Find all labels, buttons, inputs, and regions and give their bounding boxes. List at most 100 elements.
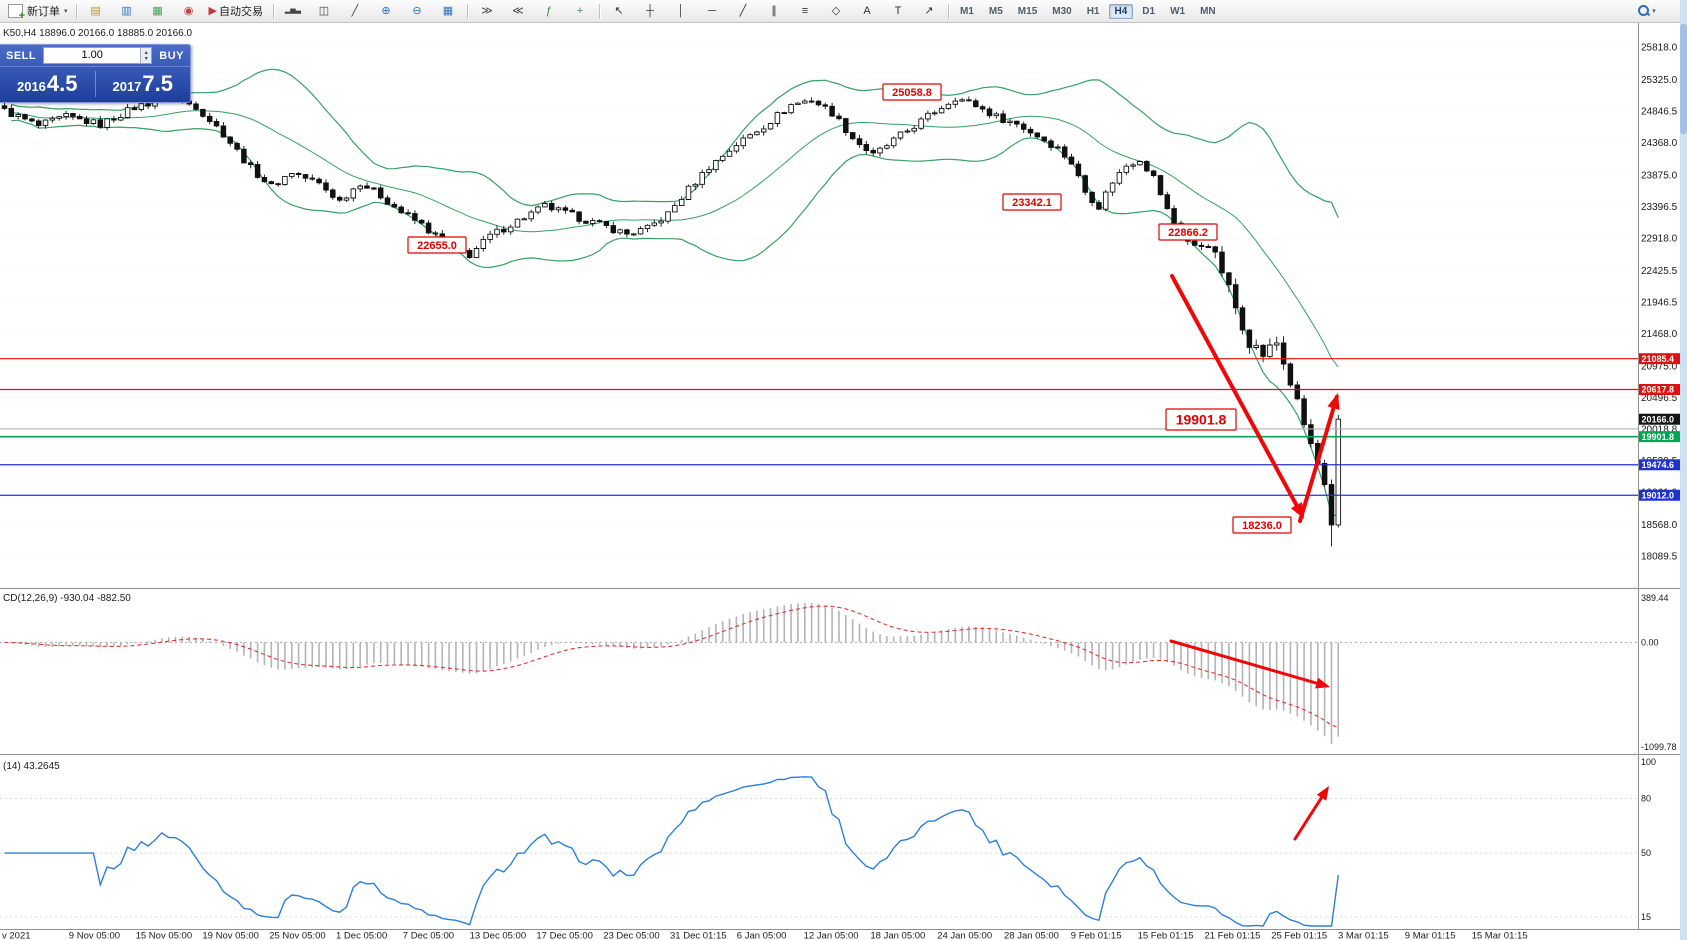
bar-chart-icon: ▂▅▃ [284,7,302,14]
candlestick-chart-icon: ◫ [318,5,330,17]
text-button[interactable]: A [852,1,882,21]
time-axis-label: 23 Dec 05:00 [603,931,660,940]
equidistant-channel-button[interactable]: ∥ [759,1,789,21]
time-axis-label: 12 Jan 05:00 [804,931,859,940]
data-window-button[interactable]: ▦ [143,1,173,21]
bar-chart-button[interactable]: ▂▅▃ [278,1,308,21]
price-annotation[interactable]: 25058.8 [882,83,942,101]
price-axis-badge: 21085.4 [1639,353,1680,365]
stepper-down-icon[interactable]: ▾ [144,55,148,62]
arrows-icon: ↗ [924,5,934,17]
candles [1,94,1342,547]
buy-button[interactable]: BUY [159,49,184,62]
time-axis-label: 9 Nov 05:00 [69,931,120,940]
price-axis-badge: 19012.0 [1639,489,1680,501]
navigator-icon: ◉ [183,5,194,17]
navigator-button[interactable]: ◉ [174,1,204,21]
add-indicator-button[interactable]: + [565,1,595,21]
chevron-down-icon: ▾ [1652,8,1656,15]
tile-windows-button[interactable]: ▦ [433,1,463,21]
volume-input[interactable]: 1.00 ▴ ▾ [43,47,153,64]
macd-axis-label: 389.44 [1641,593,1669,603]
tile-windows-icon: ▦ [442,5,454,17]
data-window-icon: ▦ [152,5,163,17]
line-chart-button[interactable]: ╱ [340,1,370,21]
auto-trading-button[interactable]: ▶ 自动交易 [205,1,269,21]
shapes-button[interactable]: ◇ [821,1,851,21]
text-label-icon: T [894,5,902,17]
trend-arrow[interactable] [1169,639,1328,688]
equidistant-channel-icon: ∥ [771,5,777,17]
timeframe-d1[interactable]: D1 [1142,5,1156,17]
zoom-out-button[interactable]: ⊖ [402,1,432,21]
price-axis-label: 20496.5 [1641,393,1678,404]
vertical-line-button[interactable]: │ [666,1,696,21]
timeframe-h1[interactable]: H1 [1086,5,1100,17]
price-annotation[interactable]: 22866.2 [1158,223,1218,241]
time-axis-label: 24 Jan 05:00 [937,931,992,940]
arrows-button[interactable]: ↗ [914,1,944,21]
auto-scroll-icon: ≫ [481,5,493,17]
toolbar-separator [466,3,468,19]
market-watch-button[interactable]: ▥ [112,1,142,21]
price-annotation[interactable]: 18236.0 [1232,516,1292,534]
buy-price[interactable]: 2017 7.5 [96,71,191,97]
timeframe-w1[interactable]: W1 [1170,5,1186,17]
trendline-button[interactable]: ╱ [728,1,758,21]
timeframe-h4[interactable]: H4 [1108,3,1134,19]
trend-arrow[interactable] [1298,394,1339,523]
time-axis[interactable]: v 2021 9 Nov 05:00 15 Nov 05:00 19 Nov 05:0… [2,931,1528,940]
timeframe-m1[interactable]: M1 [959,5,974,17]
fibonacci-button[interactable]: ≡ [790,1,820,21]
timeframe-m15[interactable]: M15 [1017,5,1038,17]
price-annotation[interactable]: 22655.0 [407,236,467,254]
auto-scroll-button[interactable]: ≫ [472,1,502,21]
price-annotations[interactable]: 25058.8 23342.1 22866.2 22655.0 19901.8 18236… [407,83,1292,534]
svg-text:19474.6: 19474.6 [1642,460,1675,470]
indicators-button[interactable]: ƒ [534,1,564,21]
vertical-scrollbar[interactable] [1680,0,1687,940]
price-axis-badge: 20617.8 [1639,383,1680,395]
time-axis-label: 25 Feb 01:15 [1271,931,1327,940]
candlestick-chart-button[interactable]: ◫ [309,1,339,21]
stepper-up-icon[interactable]: ▴ [144,49,148,56]
new-order-button[interactable]: + 新订单 ▾ [4,1,72,22]
time-axis-label: v 2021 [2,931,31,940]
rsi-panel[interactable]: 100 80 50 15 [0,757,1656,927]
price-axis-label: 22425.5 [1641,266,1678,277]
toolbar-separator [947,3,949,19]
price-axis-label: 22918.0 [1641,233,1678,244]
price-annotation[interactable]: 19901.8 [1165,408,1237,431]
trend-arrows[interactable] [1169,274,1340,841]
horizontal-level-lines[interactable] [0,358,1638,496]
price-annotation[interactable]: 23342.1 [1002,193,1062,211]
price-axis[interactable]: 25818.0 25325.0 24846.5 24368.0 23875.0 23396… [1639,43,1680,563]
chart-ohlc-title: K50,H4 18896.0 20166.0 18885.0 20166.0 [3,28,192,39]
timeframe-m5[interactable]: M5 [988,5,1003,17]
sell-button[interactable]: SELL [6,49,37,62]
svg-text:22866.2: 22866.2 [1168,227,1208,239]
chart-shift-button[interactable]: ≪ [503,1,533,21]
horizontal-line-button[interactable]: ─ [697,1,727,21]
cursor-button[interactable]: ↖ [604,1,634,21]
trend-arrow[interactable] [1170,274,1305,518]
time-axis-label: 13 Dec 05:00 [470,931,527,940]
profiles-button[interactable]: ▤ [81,1,111,21]
timeframe-mn[interactable]: MN [1200,5,1216,17]
text-label-button[interactable]: T [883,1,913,21]
macd-panel[interactable]: 389.44 0.00 -1099.78 [0,593,1677,752]
svg-text:19012.0: 19012.0 [1642,490,1675,500]
add-indicator-icon: + [576,5,584,17]
svg-text:23342.1: 23342.1 [1012,197,1052,209]
zoom-in-icon: ⊕ [381,5,391,17]
time-axis-label: 7 Dec 05:00 [403,931,454,940]
sell-price[interactable]: 2016 4.5 [0,71,95,97]
timeframe-m30[interactable]: M30 [1052,5,1072,17]
scrollbar-thumb[interactable] [1680,24,1687,134]
search-button[interactable]: ▾ [1632,1,1662,21]
volume-stepper[interactable]: ▴ ▾ [140,48,152,63]
zoom-in-button[interactable]: ⊕ [371,1,401,21]
price-axis-label: 24368.0 [1641,138,1678,149]
crosshair-button[interactable]: ┼ [635,1,665,21]
